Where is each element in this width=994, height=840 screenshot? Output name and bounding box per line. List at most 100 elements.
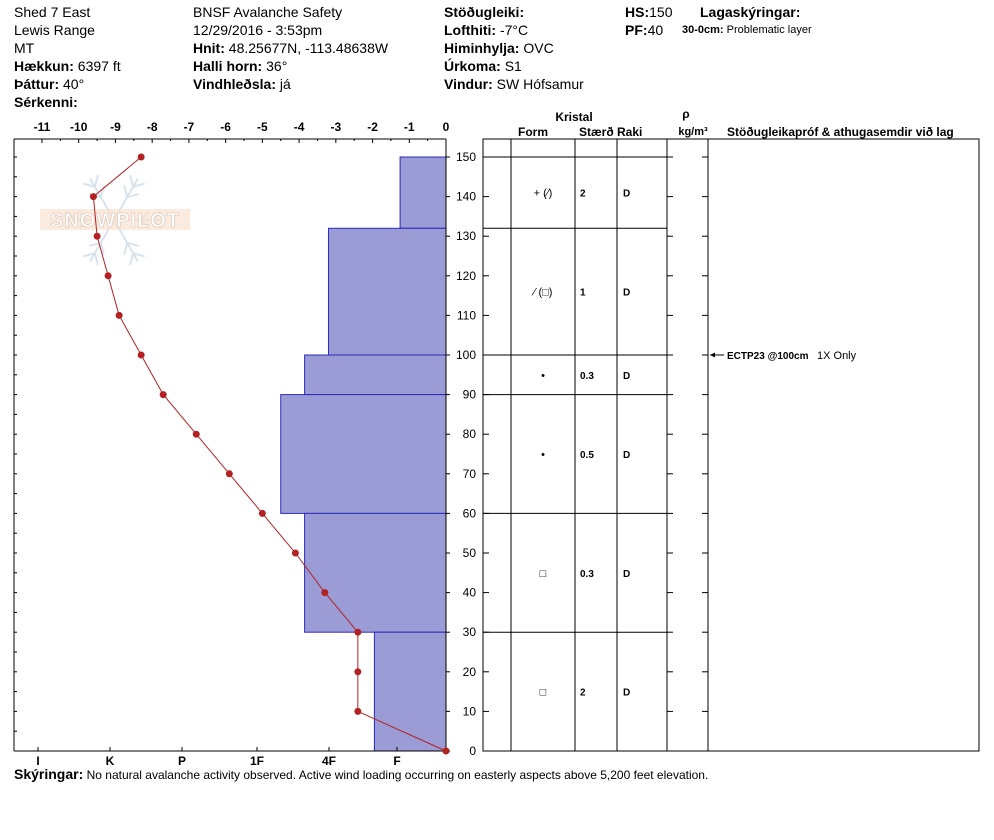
depth-tick-label: 90 xyxy=(463,388,477,402)
snowflake-branch xyxy=(129,174,135,188)
sky-row: Himinhylja: OVC xyxy=(444,39,584,57)
temp-tick-label: -3 xyxy=(330,120,341,134)
hardness-tick-label: 1F xyxy=(250,754,264,768)
depth-tick-label: 50 xyxy=(463,546,477,560)
size-header: Stærð xyxy=(579,125,614,139)
density-unit-header: kg/m³ xyxy=(678,126,708,138)
stability-row: Stöðugleiki: xyxy=(444,3,584,21)
layer-form: • xyxy=(541,370,545,382)
layer-moisture: D xyxy=(623,189,630,200)
temperature-point xyxy=(192,430,200,438)
moisture-header: Raki xyxy=(617,125,642,139)
comments-text: No natural avalanche activity observed. … xyxy=(86,768,709,782)
hardness-bar xyxy=(280,394,447,514)
crystal-header: Kristal xyxy=(555,110,592,124)
snowflake-branch xyxy=(82,252,96,258)
sky-label: Himinhylja: xyxy=(444,40,520,56)
temp-tick-label: -8 xyxy=(147,120,158,134)
snowflake-branch xyxy=(66,219,77,230)
wind-value: SW Hófsamur xyxy=(496,76,584,92)
test-arrowhead xyxy=(710,352,715,358)
snowpilot-logo: SNOWPILOT xyxy=(40,174,190,266)
logo-text: SNOWPILOT xyxy=(50,210,180,232)
pf-value: 40 xyxy=(647,22,664,38)
air-temp-value: -7°C xyxy=(499,22,529,38)
depth-tick-label: 40 xyxy=(463,586,477,600)
temperature-line xyxy=(92,156,447,752)
slope-value: 36° xyxy=(266,58,288,74)
depth-tick-label: 150 xyxy=(456,150,476,164)
hardness-tick-label: F xyxy=(393,754,400,768)
temperature-point xyxy=(354,707,362,715)
layer-moisture: D xyxy=(623,450,630,461)
temp-tick-label: -9 xyxy=(110,120,121,134)
air-temp-label: Lofthiti: xyxy=(444,22,497,38)
temperature-point xyxy=(115,311,123,319)
temp-tick-label: -11 xyxy=(34,120,51,134)
slope-row: Halli horn: 36° xyxy=(193,57,388,75)
coords-label: Hnit: xyxy=(193,40,225,56)
depth-tick-label: 100 xyxy=(456,348,476,362)
elevation-row: Hækkun: 6397 ft xyxy=(14,57,121,75)
depth-tick-label: 140 xyxy=(456,190,476,204)
hardness-bar xyxy=(399,156,447,229)
features-label: Sérkenni: xyxy=(14,94,78,110)
depth-tick-label: 80 xyxy=(463,427,477,441)
hardness-tick-label: I xyxy=(36,754,39,768)
temperature-point xyxy=(89,193,97,201)
hs-label: HS: xyxy=(625,4,650,20)
hardness-tick-label: P xyxy=(178,754,186,768)
snowflake-branch xyxy=(139,219,150,230)
temp-tick-label: -6 xyxy=(220,120,231,134)
table-frame xyxy=(482,138,980,752)
layer-size: 1 xyxy=(580,288,586,299)
hardness-bar xyxy=(304,512,447,633)
slope-label: Halli horn: xyxy=(193,58,263,74)
wind-loading-row: Vindhleðsla: já xyxy=(193,75,388,93)
layer-form: • xyxy=(541,449,545,461)
temp-tick-label: -10 xyxy=(70,120,88,134)
elevation-label: Hækkun: xyxy=(14,58,74,74)
sky-value: OVC xyxy=(523,40,554,56)
elevation-value: 6397 ft xyxy=(77,58,121,74)
layer-note-text: Problematic layer xyxy=(726,24,812,36)
temp-tick-label: -2 xyxy=(367,120,378,134)
temp-tick-label: -5 xyxy=(257,120,268,134)
snowflake-branch xyxy=(139,210,150,221)
snowflake-branch xyxy=(123,242,129,255)
snowflake-branch xyxy=(151,219,162,230)
temperature-profile xyxy=(89,153,450,755)
coords-row: Hnit: 48.25677N, -113.48638W xyxy=(193,39,388,57)
snowflake-branch xyxy=(123,185,129,198)
hardness-bar xyxy=(327,227,447,356)
pf-row: PF:40 xyxy=(625,21,672,39)
snowflake-branch xyxy=(93,174,99,188)
depth-tick-label: 10 xyxy=(463,704,477,718)
temperature-point xyxy=(137,153,145,161)
depth-tick-label: 110 xyxy=(457,308,476,322)
wind-row: Vindur: SW Hófsamur xyxy=(444,75,584,93)
stability-label: Stöðugleiki: xyxy=(444,4,525,20)
wind-loading-label: Vindhleðsla: xyxy=(193,76,276,92)
layer-legend: Lagaskýringar: 30-0cm: Problematic layer xyxy=(682,3,830,39)
depth-tick-label: 120 xyxy=(456,269,476,283)
snowflake-branch xyxy=(151,210,162,221)
snowflake-branch xyxy=(93,252,99,266)
observation-info: BNSF Avalanche Safety 12/29/2016 - 3:53p… xyxy=(193,3,388,93)
hardness-bar xyxy=(373,631,447,752)
layer-table: Kristal Form Stærð Raki ρ kg/m³ Stöðugleikapró… xyxy=(482,107,980,752)
snowflake-branch xyxy=(66,210,77,221)
snowflake-branch xyxy=(78,210,89,221)
depth-tick-label: 30 xyxy=(463,625,477,639)
layer-form: ⁄ (□) xyxy=(531,287,553,299)
site-info: Shed 7 East Lewis Range MT Hækkun: 6397 … xyxy=(14,3,121,111)
depth-tick-label: 60 xyxy=(463,506,477,520)
comments-footer: Skýringar: No natural avalanche activity… xyxy=(14,766,708,782)
snowflake-branch xyxy=(99,242,105,255)
aspect-label: Þáttur: xyxy=(14,76,60,92)
snowflake-branch xyxy=(129,252,135,266)
layer-moisture: D xyxy=(623,569,630,580)
temperature-point xyxy=(225,470,233,478)
temperature-point xyxy=(258,509,266,517)
